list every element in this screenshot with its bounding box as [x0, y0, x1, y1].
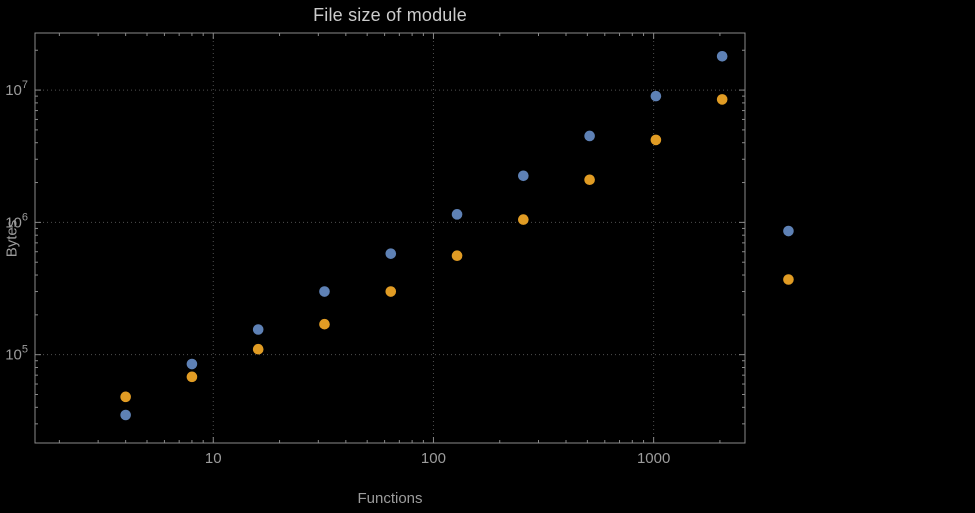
data-point-orange-series [120, 391, 131, 403]
x-axis-label: Functions [357, 490, 423, 507]
data-point-blue-series [783, 225, 794, 237]
data-point-blue-series [186, 358, 198, 370]
data-point-blue-series [650, 90, 662, 102]
data-point-orange-series [650, 134, 662, 146]
plot-frame [34, 32, 746, 444]
data-point-orange-series [385, 286, 397, 297]
data-point-blue-series [120, 409, 131, 421]
data-point-blue-series [716, 50, 728, 62]
y-tick-label: 105 [5, 344, 28, 364]
x-tick-label: 10 [205, 450, 222, 467]
data-point-orange-series [584, 174, 595, 186]
data-point-orange-series [783, 274, 794, 285]
data-point-blue-series [451, 209, 463, 220]
data-point-blue-series [252, 324, 264, 335]
data-point-orange-series [186, 371, 198, 383]
chart-title: File size of module [313, 5, 467, 25]
y-tick-label: 107 [5, 79, 28, 99]
data-point-orange-series [319, 318, 330, 330]
data-point-orange-series [518, 214, 529, 225]
data-point-blue-series [518, 170, 529, 182]
data-point-orange-series [716, 94, 728, 105]
data-point-orange-series [451, 250, 463, 261]
x-tick-label: 1000 [637, 450, 670, 467]
data-point-blue-series [584, 130, 595, 142]
x-tick-label: 100 [421, 450, 446, 467]
data-point-blue-series [385, 248, 397, 259]
y-axis-label: Bytes [3, 219, 21, 258]
data-point-blue-series [319, 286, 330, 297]
data-point-orange-series [252, 343, 264, 355]
